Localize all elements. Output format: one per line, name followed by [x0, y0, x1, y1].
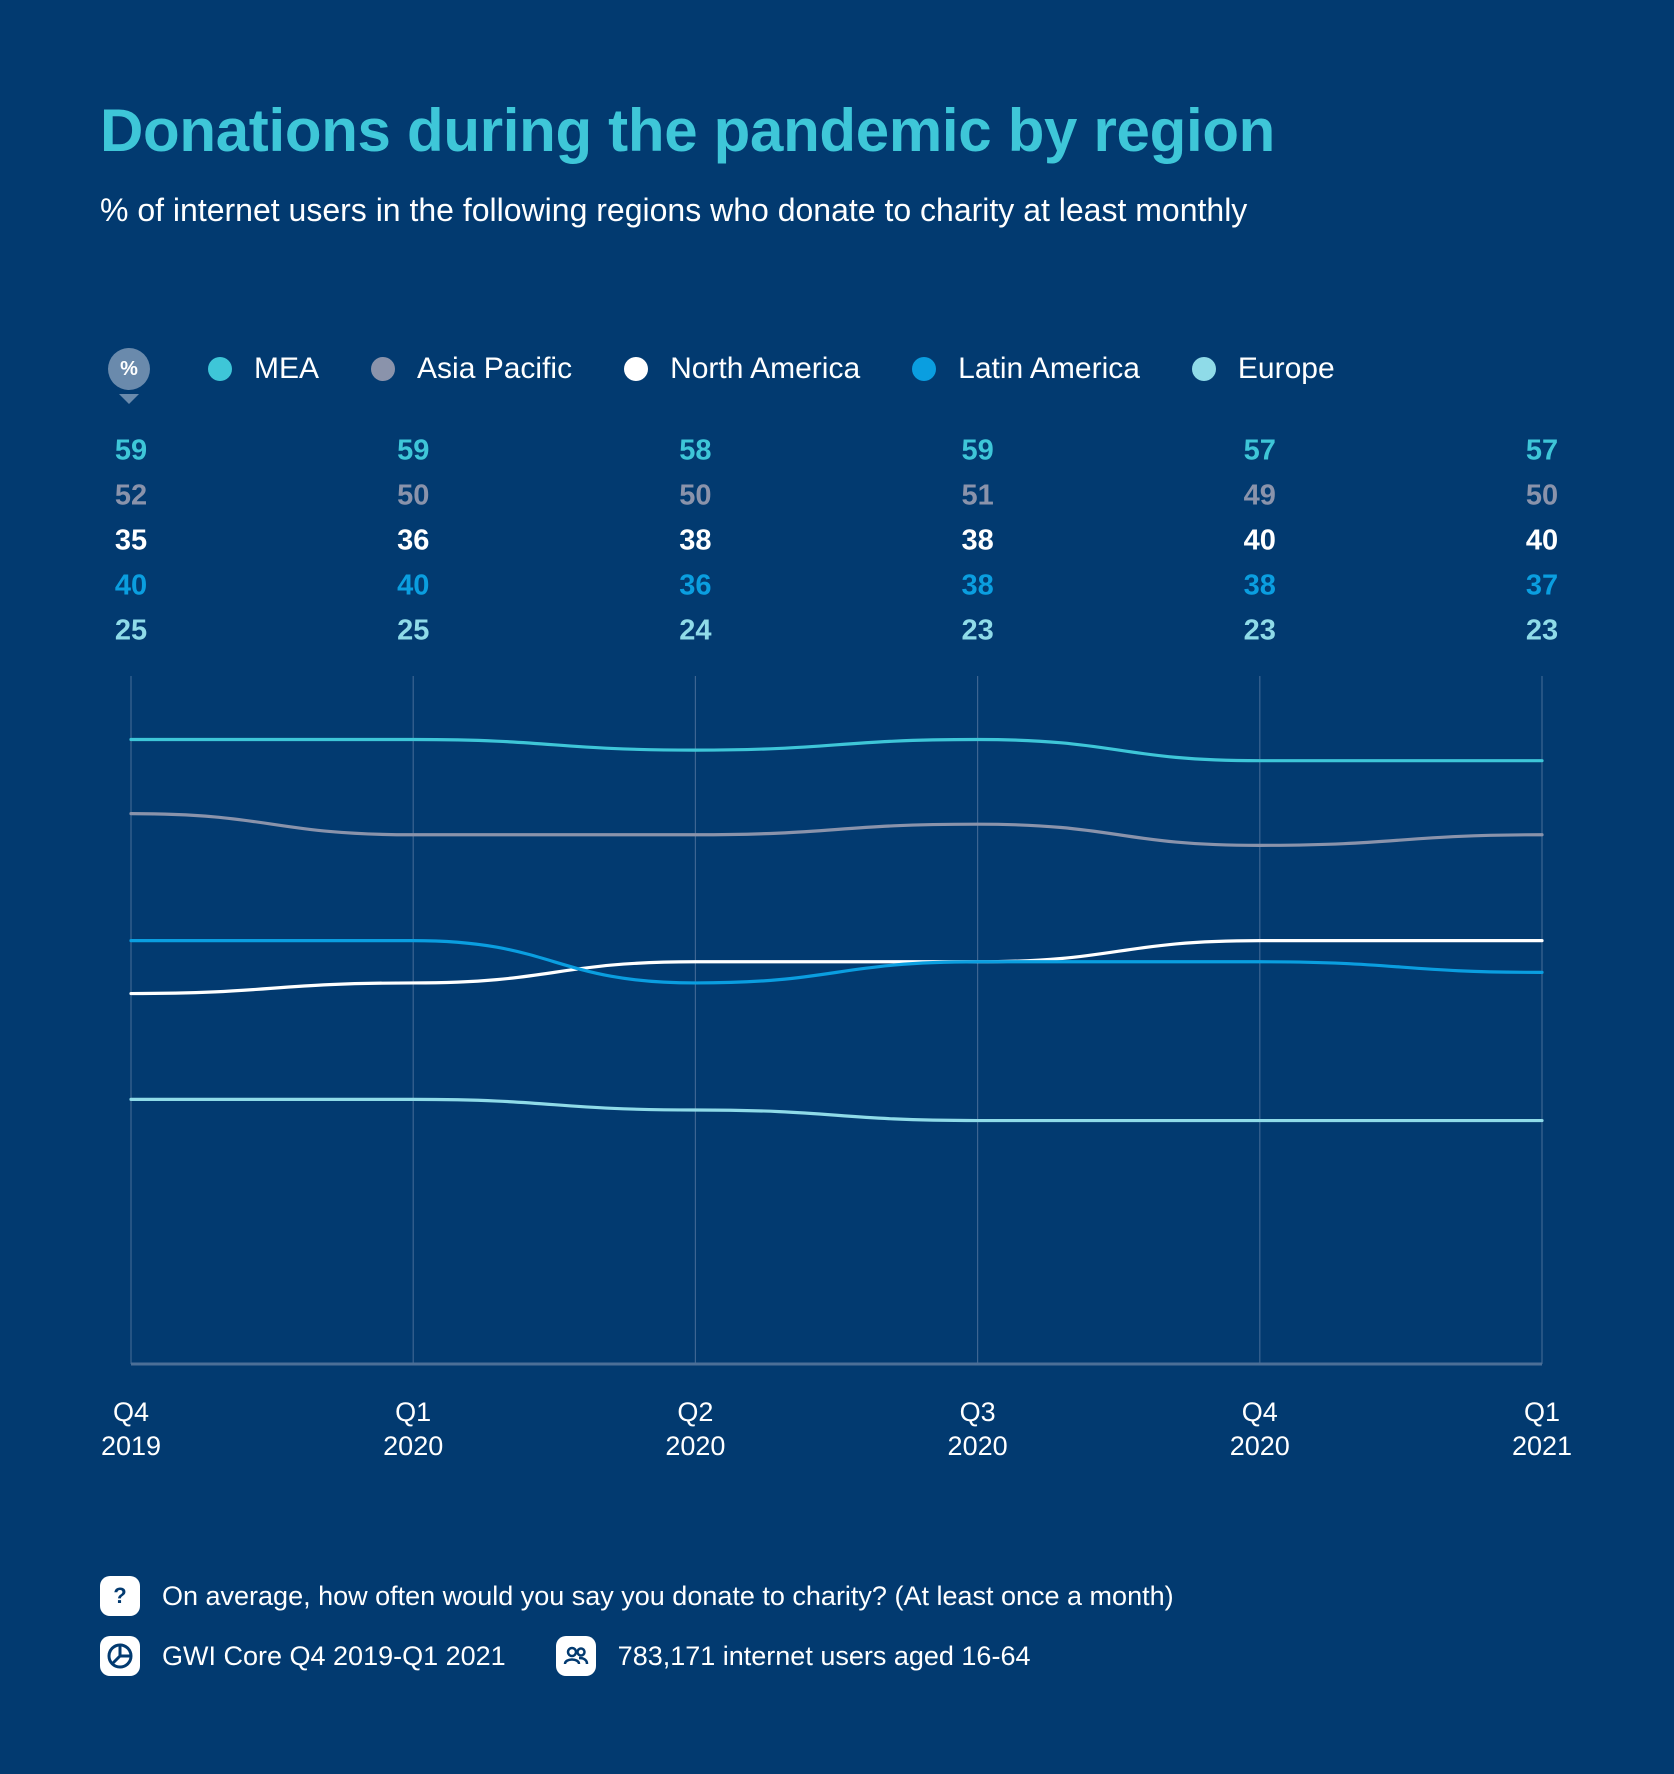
- x-tick-label: 2020: [948, 1431, 1008, 1461]
- data-label-europe: 23: [1244, 615, 1276, 647]
- source-text: GWI Core Q4 2019-Q1 2021: [162, 1640, 506, 1671]
- data-label-asia-pacific: 50: [679, 480, 711, 512]
- legend-item-latin-america: Latin America: [912, 352, 1140, 386]
- data-label-europe: 24: [679, 615, 711, 647]
- legend-dot: [912, 357, 937, 381]
- data-label-asia-pacific: 49: [1244, 480, 1276, 512]
- x-tick-label: 2020: [665, 1431, 725, 1461]
- data-label-latin-america: 38: [1244, 570, 1276, 602]
- pie-chart-icon: [100, 1636, 140, 1676]
- x-tick-label: Q3: [960, 1397, 996, 1427]
- sample-text: 783,171 internet users aged 16-64: [617, 1640, 1031, 1671]
- data-label-north-america: 38: [961, 525, 993, 557]
- legend-dot: [1191, 357, 1216, 381]
- x-tick-label: Q4: [1242, 1397, 1278, 1427]
- footer-meta: GWI Core Q4 2019-Q1 2021 783,171 interne…: [100, 1636, 1030, 1676]
- legend-item-asia-pacific: Asia Pacific: [371, 352, 572, 386]
- data-label-europe: 25: [397, 615, 429, 647]
- series-line-europe: [129, 1097, 1544, 1123]
- data-label-north-america: 40: [1244, 525, 1276, 557]
- data-label-mea: 59: [115, 435, 147, 467]
- chart-subtitle: % of internet users in the following reg…: [100, 192, 1248, 228]
- legend-item-mea: MEA: [208, 352, 319, 386]
- data-label-latin-america: 36: [679, 570, 711, 602]
- series-line-asia-pacific: [129, 812, 1544, 847]
- data-label-asia-pacific: 51: [961, 480, 993, 512]
- data-label-latin-america: 40: [397, 570, 429, 602]
- data-label-north-america: 36: [397, 525, 429, 557]
- chart-legend: % MEA Asia Pacific North America Latin A…: [108, 345, 1387, 404]
- legend-label: Asia Pacific: [417, 352, 573, 385]
- legend-label: MEA: [254, 352, 320, 385]
- data-label-europe: 25: [115, 615, 147, 647]
- x-tick-label: Q1: [395, 1397, 431, 1427]
- x-tick-label: 2020: [1230, 1431, 1290, 1461]
- x-tick-label: Q4: [113, 1397, 149, 1427]
- data-label-asia-pacific: 50: [1526, 480, 1558, 512]
- series-line-mea: [129, 737, 1544, 763]
- legend-dot: [624, 357, 649, 381]
- legend-item-europe: Europe: [1191, 352, 1335, 386]
- data-label-asia-pacific: 52: [115, 480, 147, 512]
- x-tick-label: 2021: [1512, 1431, 1572, 1461]
- data-label-latin-america: 37: [1526, 570, 1558, 602]
- legend-label: Latin America: [958, 352, 1140, 385]
- data-label-north-america: 38: [679, 525, 711, 557]
- data-label-mea: 58: [679, 435, 711, 467]
- x-tick-label: Q1: [1524, 1397, 1560, 1427]
- data-label-mea: 59: [397, 435, 429, 467]
- legend-item-north-america: North America: [624, 352, 860, 386]
- data-label-mea: 59: [961, 435, 993, 467]
- data-label-north-america: 35: [115, 525, 147, 557]
- percent-badge-icon: %: [108, 348, 150, 404]
- data-label-europe: 23: [1526, 615, 1558, 647]
- data-label-latin-america: 38: [961, 570, 993, 602]
- chart-title: Donations during the pandemic by region: [100, 97, 1276, 164]
- series-line-latin-america: [129, 939, 1544, 985]
- legend-dot: [371, 357, 396, 381]
- legend-label: North America: [670, 352, 861, 385]
- legend-dot: [208, 357, 232, 381]
- x-tick-label: 2019: [101, 1431, 161, 1461]
- data-label-north-america: 40: [1526, 525, 1558, 557]
- data-label-mea: 57: [1526, 435, 1558, 467]
- footer-question: ? On average, how often would you say yo…: [100, 1576, 1174, 1616]
- data-label-europe: 23: [961, 615, 993, 647]
- data-label-asia-pacific: 50: [397, 480, 429, 512]
- question-icon: ?: [100, 1576, 140, 1616]
- data-label-latin-america: 40: [115, 570, 147, 602]
- x-tick-label: 2020: [383, 1431, 443, 1461]
- legend-label: Europe: [1237, 352, 1335, 385]
- x-tick-label: Q2: [677, 1397, 713, 1427]
- users-icon: [555, 1636, 596, 1676]
- series-line-north-america: [129, 939, 1544, 996]
- data-label-mea: 57: [1244, 435, 1276, 467]
- question-text: On average, how often would you say you …: [162, 1580, 1174, 1611]
